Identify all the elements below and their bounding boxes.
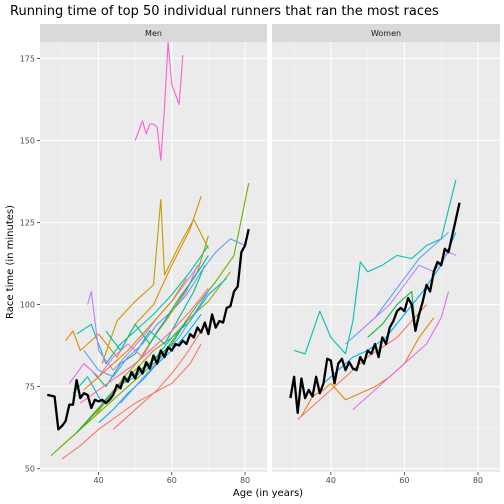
runner-line-men-15 <box>79 287 209 404</box>
x-tick-label: 40 <box>326 476 336 485</box>
runner-line-men-10 <box>98 314 202 424</box>
runner-line-men-4 <box>57 271 231 450</box>
panel-background-men <box>40 42 267 472</box>
y-tick-label: 125 <box>20 219 35 228</box>
x-tick-label: 60 <box>167 476 177 485</box>
facet-strip-men <box>40 24 267 42</box>
mean-line-men <box>47 228 250 431</box>
runner-line-men-12 <box>87 261 202 371</box>
facet-label-women: Women <box>371 29 401 38</box>
series-group-men <box>47 42 250 460</box>
x-tick-label: 80 <box>240 476 250 485</box>
runner-line-women-1 <box>297 304 427 420</box>
y-tick-label: 75 <box>25 383 35 392</box>
runner-line-men-20 <box>83 278 187 391</box>
runner-line-men-1 <box>61 343 202 460</box>
y-tick-label: 150 <box>20 136 35 145</box>
runner-line-men-18 <box>105 255 209 352</box>
runner-line-men-16 <box>112 330 202 430</box>
runner-line-men-8 <box>76 245 209 365</box>
y-axis-title: Race time (in minutes) <box>5 205 16 319</box>
mean-line-women <box>289 202 461 415</box>
panel-women: Women 40 60 80 <box>272 24 500 485</box>
runner-line-men-3 <box>101 199 209 364</box>
runner-line-men-11 <box>83 238 246 378</box>
runner-line-women-4 <box>293 179 457 355</box>
runner-line-men-7 <box>90 264 206 388</box>
runner-line-men-14 <box>134 42 184 161</box>
facet-label-men: Men <box>145 29 162 38</box>
panel-men: Men 40 60 80 50 75 100 125 150 175 <box>20 24 267 485</box>
runner-line-women-7 <box>352 291 450 411</box>
series-group-women <box>289 179 461 420</box>
x-axis-title: Age (in years) <box>233 488 303 499</box>
y-tick-label: 175 <box>20 54 35 63</box>
x-tick-label: 60 <box>399 476 409 485</box>
runner-line-women-8 <box>359 251 457 332</box>
x-tick-label: 80 <box>473 476 483 485</box>
y-tick-label: 50 <box>25 465 35 474</box>
x-tick-label: 40 <box>93 476 103 485</box>
chart-title: Running time of top 50 individual runner… <box>10 4 439 19</box>
facet-strip-women <box>272 24 500 42</box>
y-tick-label: 100 <box>20 301 35 310</box>
